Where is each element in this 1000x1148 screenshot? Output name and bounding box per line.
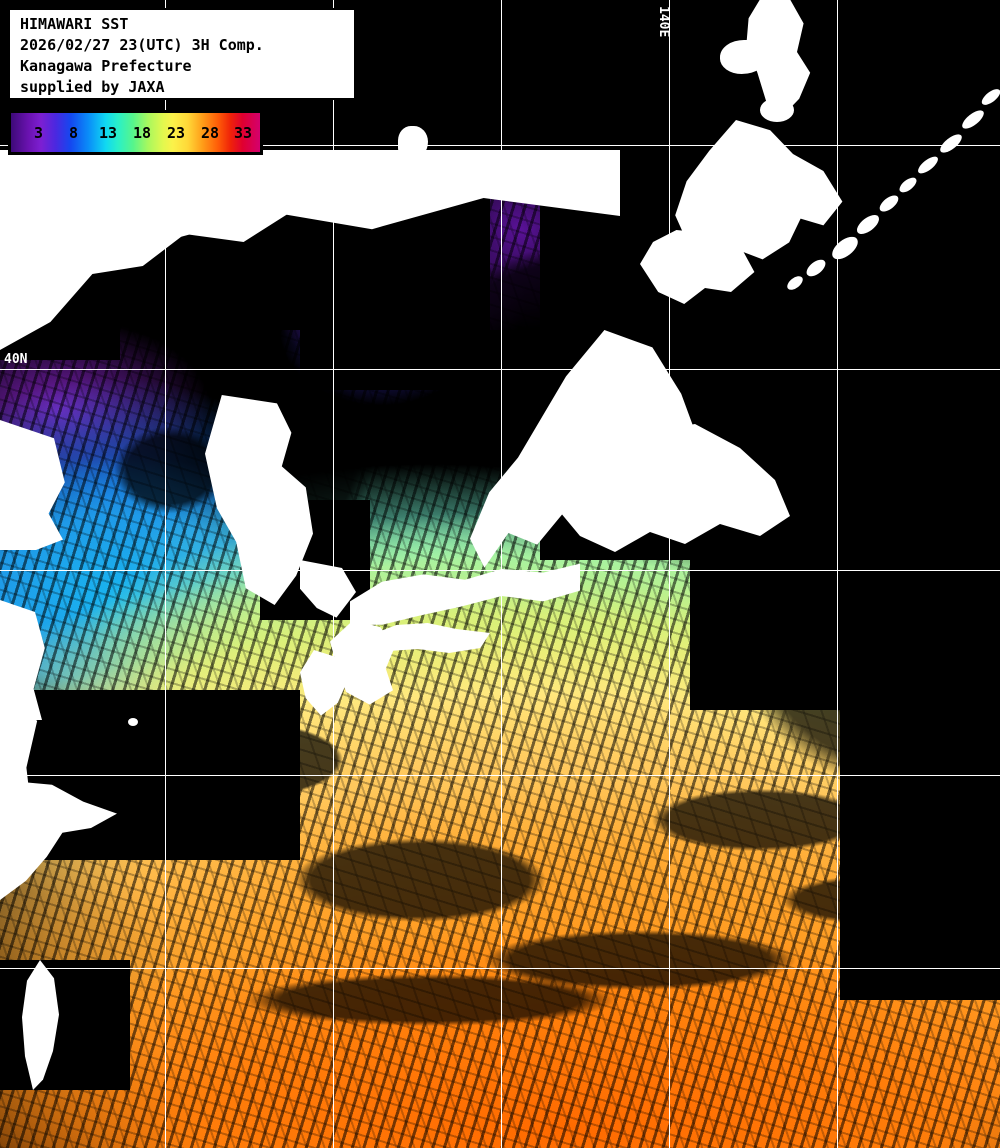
gridline-vertical bbox=[165, 0, 166, 1148]
colorbar-gradient bbox=[11, 113, 260, 152]
colorbar-tick: 18 bbox=[133, 123, 152, 142]
nodata-patch bbox=[690, 380, 1000, 710]
gridline-vertical bbox=[837, 0, 838, 1148]
nodata-patch bbox=[300, 330, 540, 390]
longitude-label-140e: 140E bbox=[656, 6, 671, 38]
colorbar-tick: 33 bbox=[234, 123, 253, 142]
colorbar-tick: 3 bbox=[34, 123, 44, 142]
latitude-label-40n: 40N bbox=[4, 352, 28, 367]
gridline-horizontal bbox=[0, 775, 1000, 776]
colorbar-tick: 8 bbox=[69, 123, 79, 142]
land-island bbox=[404, 150, 420, 164]
gridline-vertical bbox=[333, 0, 334, 1148]
colorbar-tick: 13 bbox=[99, 123, 118, 142]
product-region: Kanagawa Prefecture bbox=[20, 57, 192, 75]
product-title: HIMAWARI SST bbox=[20, 15, 129, 33]
title-info-box: HIMAWARI SST 2026/02/27 23(UTC) 3H Comp.… bbox=[8, 8, 356, 100]
land-island bbox=[760, 98, 794, 122]
gridline-horizontal bbox=[0, 145, 1000, 146]
nodata-patch bbox=[0, 960, 130, 1090]
colorbar-tick: 28 bbox=[201, 123, 220, 142]
colorbar-tick-labels: 3 8 13 18 23 28 33 bbox=[11, 113, 260, 152]
product-timestamp: 2026/02/27 23(UTC) 3H Comp. bbox=[20, 36, 264, 54]
gridline-horizontal bbox=[0, 369, 1000, 370]
land-island bbox=[41, 820, 57, 832]
land-island bbox=[720, 40, 768, 74]
gridline-vertical bbox=[669, 0, 670, 1148]
gridline-horizontal bbox=[0, 570, 1000, 571]
land-mainland-china bbox=[0, 420, 65, 550]
product-credit: supplied by JAXA bbox=[20, 78, 165, 96]
gridline-vertical bbox=[501, 0, 502, 1148]
sst-colorbar: 3 8 13 18 23 28 33 bbox=[8, 110, 263, 155]
colorbar-tick: 23 bbox=[167, 123, 186, 142]
land-island bbox=[128, 718, 138, 726]
gridline-horizontal bbox=[0, 968, 1000, 969]
